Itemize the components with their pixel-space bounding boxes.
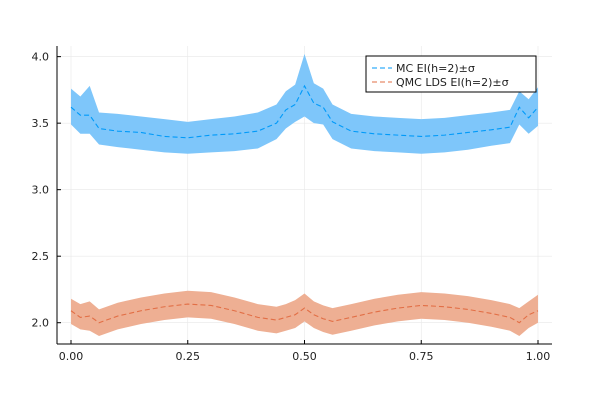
- mean-lines: [70, 84, 539, 324]
- y-tick-label-0: 2.0: [32, 317, 50, 330]
- x-tick-label-1: 0.25: [176, 350, 201, 363]
- y-tick-label-2: 3.0: [32, 184, 50, 197]
- y-tick-label-1: 2.5: [32, 250, 50, 263]
- y-tick-label-3: 3.5: [32, 117, 50, 130]
- x-tick-label-3: 0.75: [409, 350, 434, 363]
- mean-line-series-1: [70, 303, 539, 324]
- legend-label-0: MC EI(h=2)±σ: [396, 62, 475, 75]
- x-tick-label-0: 0.00: [59, 350, 84, 363]
- x-tick-label-2: 0.50: [292, 350, 317, 363]
- x-tick-label-4: 1.00: [526, 350, 551, 363]
- confidence-bands: [71, 53, 538, 337]
- ticks: 0.00 0.25 0.50 0.75 1.00 2.0 2.5 3.0 3.5 4.0: [32, 51, 551, 363]
- mean-line-series-0: [70, 84, 539, 139]
- y-tick-label-4: 4.0: [32, 51, 50, 64]
- legend-box: [365, 55, 537, 93]
- band-series-1: [71, 290, 538, 337]
- legend-label-1: QMC LDS EI(h=2)±σ: [396, 76, 509, 89]
- band-series-0: [71, 53, 538, 154]
